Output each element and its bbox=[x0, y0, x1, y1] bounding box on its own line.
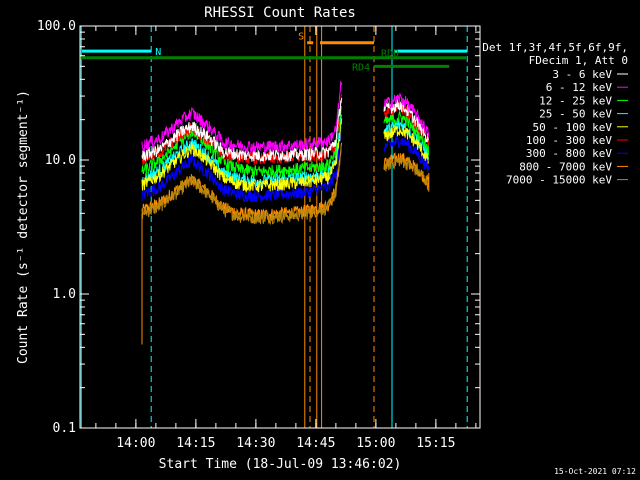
legend-label: 800 - 7000 keV bbox=[519, 160, 612, 173]
series-line-7000-15000kev bbox=[141, 143, 430, 226]
legend-label: 3 - 6 keV bbox=[552, 68, 612, 81]
y-tick-label: 100.0 bbox=[37, 19, 76, 34]
legend: Det 1f,3f,4f,5f,6f,9f, FDecim 1, Att 0 3… bbox=[482, 41, 628, 187]
y-tick-label: 0.1 bbox=[53, 421, 76, 436]
y-axis-label: Count Rate (s⁻¹ detector segment⁻¹) bbox=[16, 90, 31, 364]
x-axis-label: Start Time (18-Jul-09 13:46:02) bbox=[159, 457, 402, 472]
x-tick-label: 14:15 bbox=[176, 436, 215, 451]
plot-area: N RD0 RD4 S bbox=[80, 26, 468, 428]
series-line-12-25kev bbox=[141, 105, 430, 179]
x-tick-label: 15:00 bbox=[356, 436, 395, 451]
legend-header-line-1: Det 1f,3f,4f,5f,6f,9f, bbox=[482, 41, 628, 54]
axes: 100.0 10.0 1.0 0.1 14:00 14:15 14:30 14:45 15:00… bbox=[37, 19, 481, 451]
x-tick-label: 15:15 bbox=[416, 436, 455, 451]
legend-header-line-2: FDecim 1, Att 0 bbox=[529, 54, 628, 67]
legend-label: 25 - 50 keV bbox=[539, 108, 612, 121]
x-tick-label: 14:00 bbox=[116, 436, 155, 451]
legend-label: 50 - 100 keV bbox=[533, 121, 613, 134]
x-tick-label: 14:45 bbox=[296, 436, 335, 451]
interval-label-n: N bbox=[155, 47, 161, 58]
interval-label-s: S bbox=[298, 32, 304, 43]
x-tick-label: 14:30 bbox=[236, 436, 275, 451]
series-line-300-800kev bbox=[141, 122, 430, 203]
series-line-50-100kev bbox=[141, 118, 429, 194]
series-line-3-6kev bbox=[141, 97, 430, 164]
legend-label: 7000 - 15000 keV bbox=[506, 174, 612, 187]
y-tick-label: 1.0 bbox=[53, 287, 76, 302]
legend-label: 300 - 800 keV bbox=[526, 147, 612, 160]
chart-title: RHESSI Count Rates bbox=[204, 5, 356, 21]
legend-label: 100 - 300 keV bbox=[526, 134, 612, 147]
footer-timestamp: 15-Oct-2021 07:12 bbox=[554, 467, 636, 476]
interval-label-rd4: RD4 bbox=[352, 62, 370, 73]
series-line-6-12kev bbox=[141, 80, 430, 155]
interval-label-rd0: RD0 bbox=[381, 49, 399, 60]
legend-label: 6 - 12 keV bbox=[546, 81, 613, 94]
plot-frame bbox=[79, 25, 481, 429]
legend-label: 12 - 25 keV bbox=[539, 94, 612, 107]
y-tick-label: 10.0 bbox=[45, 153, 76, 168]
